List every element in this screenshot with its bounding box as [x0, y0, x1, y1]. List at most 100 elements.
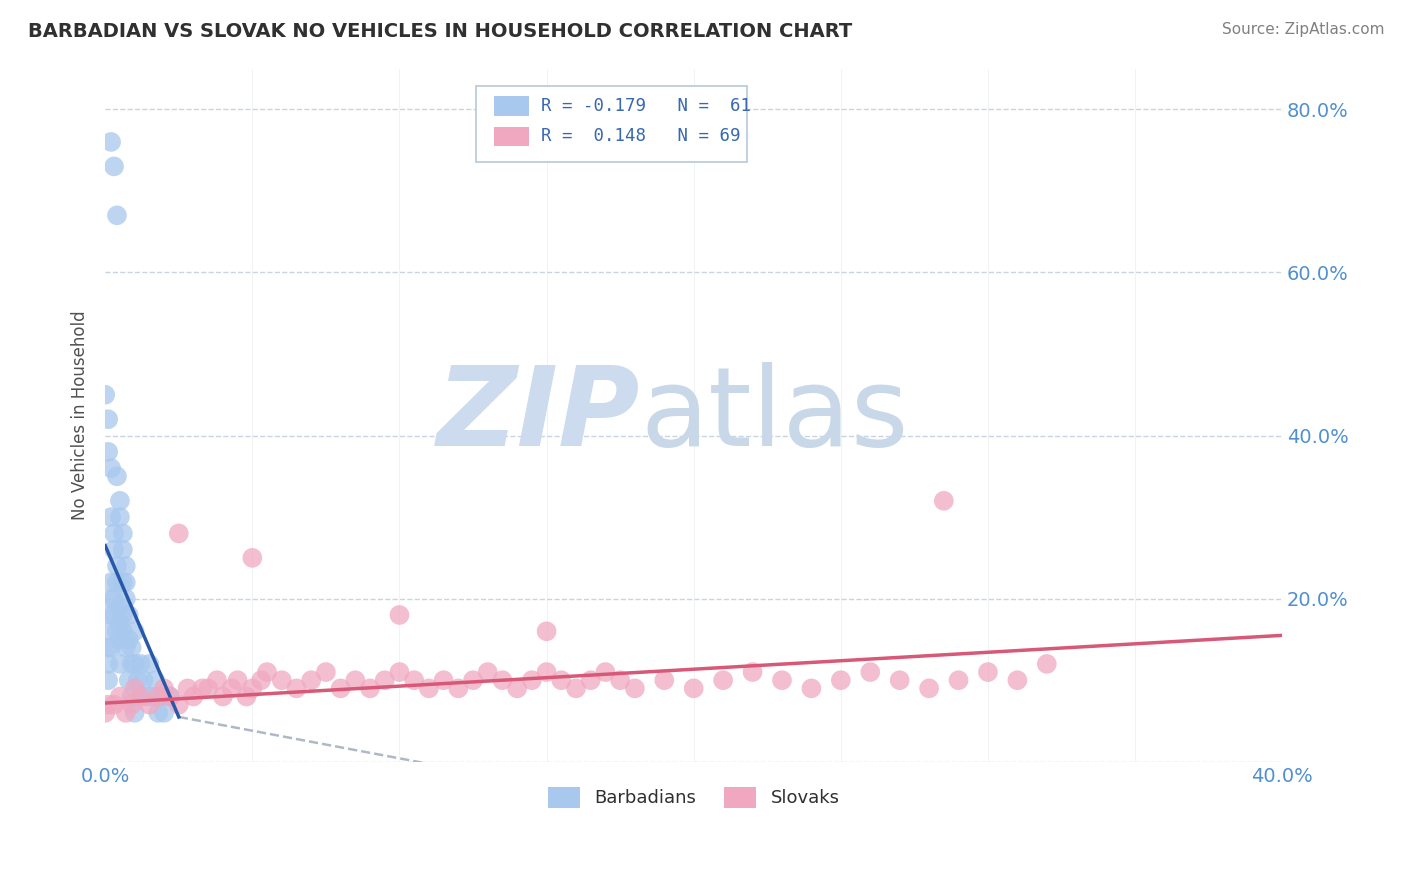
Point	[148, 690, 170, 704]
Point	[97, 445, 120, 459]
Point	[97, 412, 120, 426]
Point	[359, 681, 381, 696]
Point	[176, 681, 198, 696]
Point	[94, 706, 117, 720]
Point	[536, 624, 558, 639]
Point	[100, 640, 122, 655]
Text: atlas: atlas	[641, 361, 910, 468]
Point	[159, 690, 181, 704]
Point	[388, 665, 411, 679]
Point	[520, 673, 543, 688]
Point	[97, 640, 120, 655]
Point	[118, 607, 141, 622]
Point	[114, 706, 136, 720]
Point	[118, 673, 141, 688]
Point	[103, 160, 125, 174]
Point	[226, 673, 249, 688]
Point	[141, 690, 163, 704]
Point	[138, 657, 160, 671]
Point	[97, 673, 120, 688]
Point	[108, 616, 131, 631]
Point	[153, 681, 176, 696]
Point	[108, 657, 131, 671]
Text: R = -0.179   N =  61: R = -0.179 N = 61	[541, 97, 751, 115]
Point	[103, 698, 125, 712]
Point	[121, 698, 143, 712]
Point	[124, 657, 146, 671]
Point	[108, 690, 131, 704]
Point	[506, 681, 529, 696]
Point	[977, 665, 1000, 679]
Point	[100, 510, 122, 524]
Point	[108, 510, 131, 524]
Point	[124, 706, 146, 720]
Point	[191, 681, 214, 696]
Point	[148, 706, 170, 720]
Point	[932, 493, 955, 508]
FancyBboxPatch shape	[477, 86, 747, 162]
Point	[579, 673, 602, 688]
Point	[344, 673, 367, 688]
Point	[461, 673, 484, 688]
Point	[711, 673, 734, 688]
Point	[114, 591, 136, 606]
Point	[433, 673, 456, 688]
Point	[121, 657, 143, 671]
Point	[111, 575, 134, 590]
Text: BARBADIAN VS SLOVAK NO VEHICLES IN HOUSEHOLD CORRELATION CHART: BARBADIAN VS SLOVAK NO VEHICLES IN HOUSE…	[28, 22, 852, 41]
Point	[250, 673, 273, 688]
Point	[235, 690, 257, 704]
Point	[770, 673, 793, 688]
Y-axis label: No Vehicles in Household: No Vehicles in Household	[72, 310, 89, 520]
Point	[129, 690, 152, 704]
Point	[103, 526, 125, 541]
Point	[94, 388, 117, 402]
FancyBboxPatch shape	[494, 96, 529, 116]
Point	[103, 591, 125, 606]
Point	[97, 698, 120, 712]
Point	[595, 665, 617, 679]
Point	[111, 526, 134, 541]
Point	[624, 681, 647, 696]
Point	[100, 461, 122, 475]
Point	[108, 599, 131, 614]
Point	[859, 665, 882, 679]
Point	[118, 632, 141, 647]
Point	[129, 657, 152, 671]
Point	[103, 607, 125, 622]
Point	[889, 673, 911, 688]
Text: ZIP: ZIP	[437, 361, 641, 468]
Point	[285, 681, 308, 696]
Point	[830, 673, 852, 688]
Point	[299, 673, 322, 688]
Point	[114, 575, 136, 590]
Point	[491, 673, 513, 688]
Point	[105, 559, 128, 574]
Legend: Barbadians, Slovaks: Barbadians, Slovaks	[540, 780, 846, 815]
Point	[100, 135, 122, 149]
Point	[105, 575, 128, 590]
Point	[388, 607, 411, 622]
Point	[150, 690, 173, 704]
Point	[374, 673, 396, 688]
Point	[121, 640, 143, 655]
Point	[111, 624, 134, 639]
Point	[447, 681, 470, 696]
Point	[103, 542, 125, 557]
Point	[124, 624, 146, 639]
Point	[111, 607, 134, 622]
Point	[205, 673, 228, 688]
Point	[418, 681, 440, 696]
Point	[256, 665, 278, 679]
Point	[221, 681, 243, 696]
Point	[565, 681, 588, 696]
Point	[315, 665, 337, 679]
Point	[800, 681, 823, 696]
Point	[100, 607, 122, 622]
Point	[127, 673, 149, 688]
Point	[138, 698, 160, 712]
Point	[536, 665, 558, 679]
Point	[114, 640, 136, 655]
Point	[111, 542, 134, 557]
Point	[212, 690, 235, 704]
